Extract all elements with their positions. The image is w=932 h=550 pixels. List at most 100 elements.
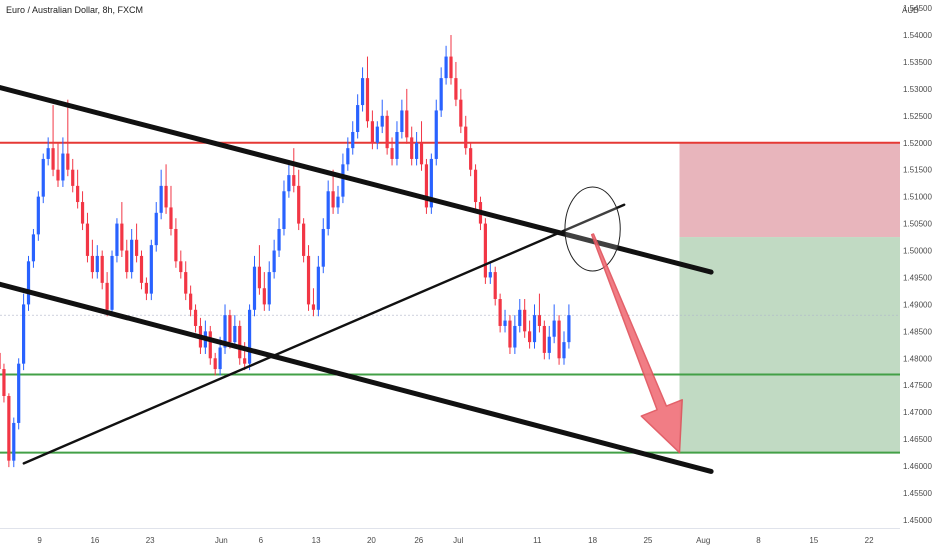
candle-body: [331, 191, 335, 208]
y-tick-label-8: 1.50500: [903, 220, 932, 229]
currency-label: AUD: [902, 6, 919, 15]
candle-body: [493, 272, 497, 300]
candle-body: [498, 299, 502, 326]
x-tick-label-3: Jun: [215, 536, 228, 545]
candle-body: [56, 169, 60, 181]
candle-body: [513, 325, 517, 348]
candle-body: [518, 309, 522, 326]
y-tick-label-16: 1.46500: [903, 435, 932, 444]
candle-body: [375, 126, 379, 143]
candle-body: [159, 185, 163, 213]
candle-body: [26, 261, 31, 305]
candle-body: [2, 369, 6, 396]
candle-body: [444, 56, 448, 79]
candle-body: [85, 223, 90, 256]
candle-body: [410, 137, 414, 159]
x-tick-label-9: 11: [533, 536, 542, 545]
candle-body: [76, 185, 80, 203]
candle-body: [390, 148, 394, 159]
candle-body: [415, 142, 419, 159]
target-zone: [679, 237, 900, 453]
candle-body: [405, 110, 409, 138]
candle-body: [0, 352, 1, 370]
candle-body: [228, 315, 232, 343]
candle-body: [252, 266, 257, 310]
candle-body: [169, 207, 173, 229]
candle-body: [287, 175, 291, 192]
candle-body: [311, 304, 316, 310]
candle-body: [473, 169, 478, 203]
x-tick-label-2: 23: [146, 536, 155, 545]
candle-body: [537, 315, 542, 326]
candle-body: [139, 255, 144, 283]
candle-body: [144, 282, 149, 294]
candle-body: [277, 228, 281, 251]
candle-body: [439, 78, 443, 111]
candle-body: [90, 255, 94, 273]
candle-body: [213, 358, 217, 370]
x-tick-label-10: 18: [588, 536, 597, 545]
candle-body: [424, 164, 429, 208]
x-tick-label-7: 26: [414, 536, 423, 545]
candle-body: [36, 196, 40, 235]
y-tick-label-17: 1.46000: [903, 462, 932, 471]
candle-body: [233, 325, 237, 343]
y-tick-label-5: 1.52000: [903, 139, 932, 148]
candle-body: [547, 336, 551, 353]
candle-body: [508, 320, 512, 348]
candle-body: [380, 115, 384, 127]
candle-body: [51, 148, 55, 170]
x-tick-label-1: 16: [90, 536, 99, 545]
candle-body: [282, 191, 286, 229]
candle-body: [321, 228, 325, 267]
candle-body: [46, 148, 50, 159]
candle-body: [66, 153, 70, 170]
y-tick-label-18: 1.45500: [903, 489, 932, 498]
candle-body: [149, 245, 153, 294]
candle-body: [243, 358, 247, 364]
candle-body: [449, 56, 453, 79]
trendlines: [0, 85, 714, 474]
x-tick-label-13: 8: [756, 536, 761, 545]
trendline-0: [0, 85, 714, 275]
y-tick-label-4: 1.52500: [903, 112, 932, 121]
candle-body: [542, 325, 546, 353]
y-tick-label-13: 1.48000: [903, 354, 932, 363]
bearish-arrow: [590, 233, 683, 454]
candle-body: [257, 266, 262, 289]
candle-body: [464, 126, 468, 149]
y-tick-label-19: 1.45000: [903, 516, 932, 525]
x-tick-label-12: Aug: [696, 536, 710, 545]
candle-body: [7, 396, 11, 461]
candle-body: [346, 148, 350, 165]
candle-body: [223, 315, 227, 348]
candle-body: [292, 175, 296, 186]
candle-body: [12, 422, 16, 461]
x-tick-label-0: 9: [37, 536, 42, 545]
trendline-2: [22, 203, 626, 465]
candle-body: [454, 78, 458, 100]
candle-body: [174, 228, 178, 262]
candle-body: [395, 132, 399, 159]
chart-title: Euro / Australian Dollar, 8h, FXCM: [6, 5, 143, 15]
candle-body: [557, 320, 561, 359]
candle-body: [272, 250, 276, 273]
candle-body: [120, 223, 124, 251]
candle-body: [247, 309, 252, 364]
candle-body: [262, 288, 266, 305]
candle-body: [356, 105, 360, 132]
candle-body: [400, 110, 404, 132]
x-tick-label-6: 20: [367, 536, 376, 545]
candle-body: [562, 342, 566, 359]
candle-body: [370, 121, 374, 143]
candle-body: [17, 363, 21, 423]
highlight-circle: [564, 186, 621, 272]
candle-body: [434, 110, 438, 159]
y-tick-label-1: 1.54000: [903, 31, 932, 40]
candle-body: [22, 304, 26, 364]
horizontal-levels: [0, 141, 900, 454]
annotations: [564, 186, 683, 454]
candle-body: [341, 164, 345, 197]
candle-body: [523, 309, 527, 332]
